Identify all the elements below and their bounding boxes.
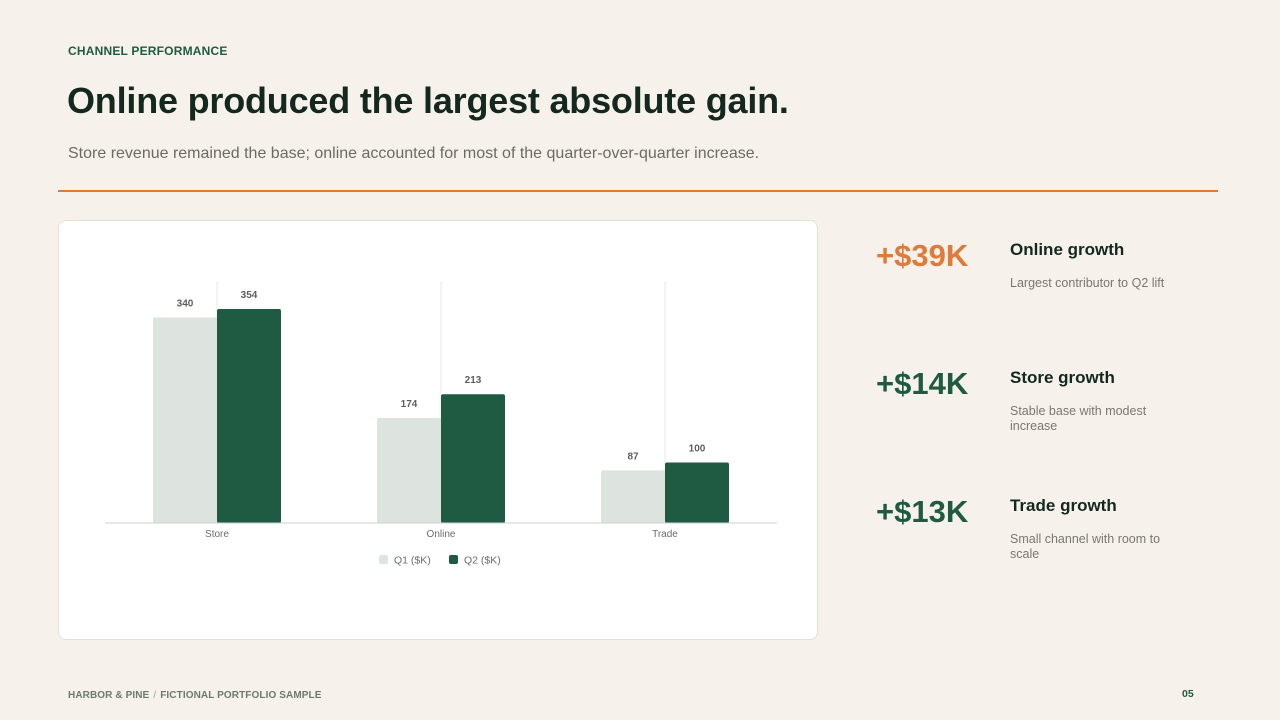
- legend-label-q2: Q2 ($K): [464, 555, 501, 567]
- bar-chart: 340 354 Store 174 213 Online 87 100 Trade Q1 ($K)…: [105, 281, 777, 567]
- category-label-trade: Trade: [652, 529, 678, 540]
- bar-trade-q2: [665, 462, 729, 523]
- stat-value: +$13K: [876, 494, 969, 529]
- legend-swatch-q2: [449, 555, 458, 564]
- footer-brand-name: HARBOR & PINE: [68, 690, 150, 701]
- stat-description: Small channel with room to scale: [1010, 532, 1161, 561]
- legend-swatch-q1: [379, 555, 388, 564]
- footer-brand: HARBOR & PINE / FICTIONAL PORTFOLIO SAMPLE: [68, 690, 322, 701]
- category-label-store: Store: [205, 529, 229, 540]
- accent-divider: [58, 190, 1218, 192]
- data-label: 354: [241, 290, 258, 301]
- footer-separator: /: [153, 690, 157, 701]
- stat-store: +$14K Store growth Stable base with mode…: [876, 348, 1196, 448]
- page-title: Online produced the largest absolute gai…: [67, 80, 789, 121]
- bar-online-q2: [441, 394, 505, 523]
- stat-online: +$39K Online growth Largest contributor …: [876, 220, 1196, 320]
- stat-value: +$39K: [876, 238, 969, 273]
- data-label: 213: [465, 375, 482, 386]
- bar-trade-q1: [601, 470, 665, 523]
- category-label-online: Online: [427, 529, 456, 540]
- stat-trade: +$13K Trade growth Small channel with ro…: [876, 476, 1196, 576]
- data-label: 174: [401, 399, 418, 410]
- legend-label-q1: Q1 ($K): [394, 555, 431, 567]
- data-label: 87: [627, 451, 639, 462]
- stat-label: Store growth: [1010, 368, 1115, 387]
- bar-store-q1: [153, 317, 217, 523]
- stat-description: Largest contributor to Q2 lift: [1010, 276, 1165, 290]
- stat-label: Trade growth: [1010, 496, 1117, 515]
- data-label: 340: [177, 298, 194, 309]
- stat-value: +$14K: [876, 366, 969, 401]
- data-label: 100: [689, 444, 706, 455]
- chart-card: 340 354 Store 174 213 Online 87 100 Trade Q1 ($K)…: [58, 220, 818, 640]
- stat-label: Online growth: [1010, 240, 1125, 259]
- footer-note: FICTIONAL PORTFOLIO SAMPLE: [160, 690, 322, 701]
- bar-online-q1: [377, 417, 441, 523]
- page-subtitle: Store revenue remained the base; online …: [68, 145, 760, 162]
- stat-description: Stable base with modest increase: [1010, 404, 1147, 433]
- eyebrow-label: CHANNEL PERFORMANCE: [68, 44, 228, 58]
- bar-store-q2: [217, 309, 281, 523]
- page-number: 05: [1182, 688, 1194, 700]
